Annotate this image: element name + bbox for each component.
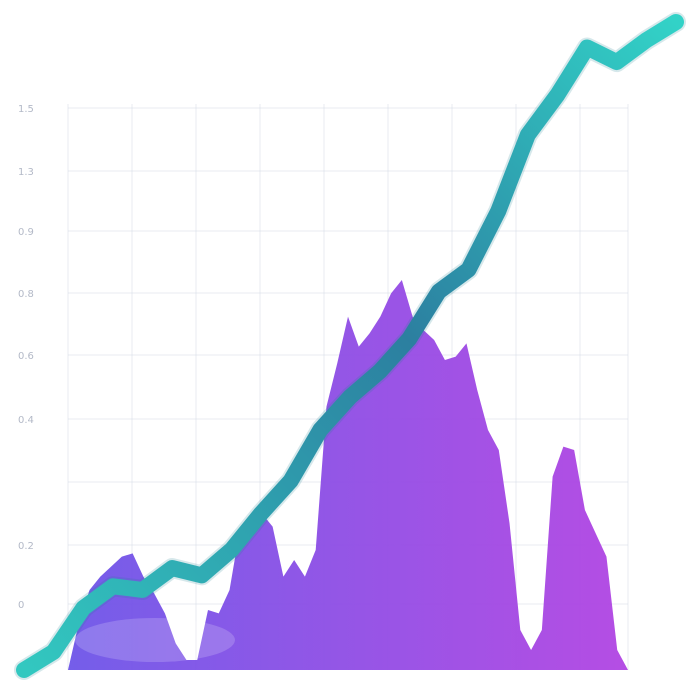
y-tick-label-7: 0.2 [18,541,34,552]
y-tick-label-2: 0.9 [18,227,34,238]
area-haze [75,618,235,662]
area-series [68,280,628,670]
y-tick-label-0: 1.5 [18,104,34,115]
y-tick-label-1: 1.3 [18,167,34,178]
y-tick-label-4: 0.6 [18,351,34,362]
y-tick-label-3: 0.8 [18,289,34,300]
y-tick-labels: 1.5 1.3 0.9 0.8 0.6 0.4 0.2 0 [18,104,34,611]
y-tick-label-5: 0.4 [18,415,34,426]
line-series [14,12,686,680]
y-tick-label-8: 0 [18,600,24,611]
line-path [16,14,684,678]
area-fill-path [68,280,628,670]
